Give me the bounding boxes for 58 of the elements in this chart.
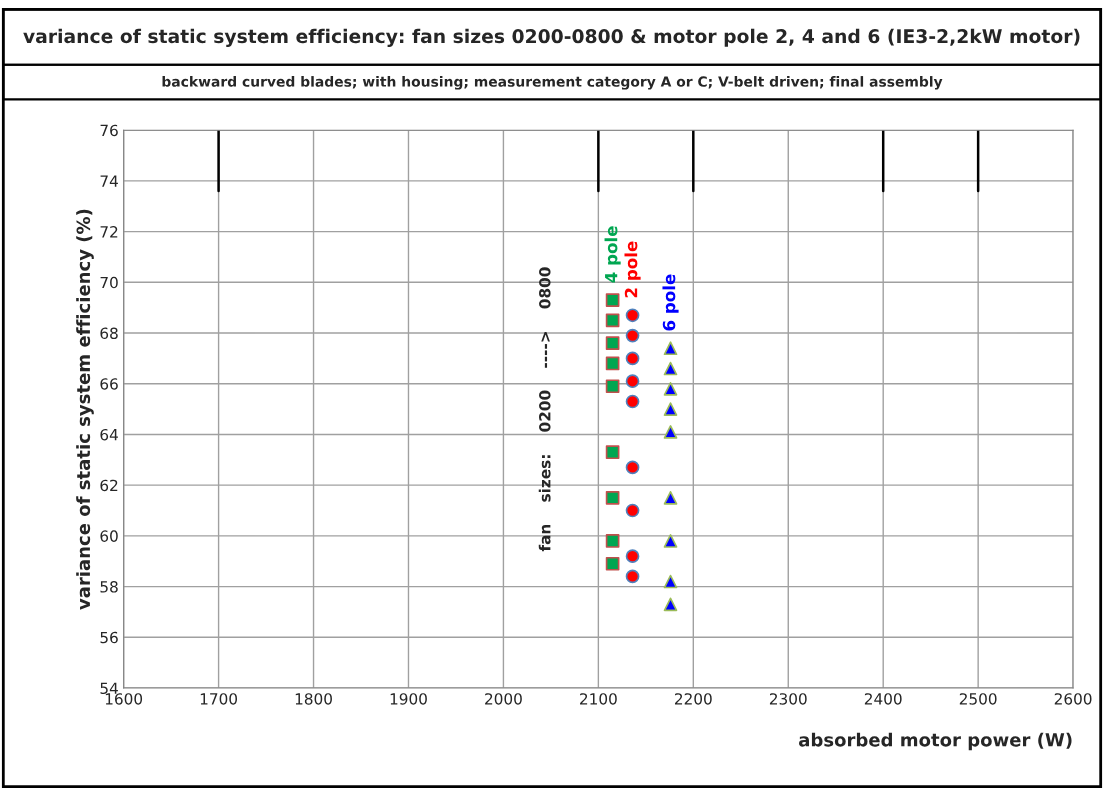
y-tick-label: 74 — [100, 175, 118, 187]
y-tick-label: 64 — [100, 428, 118, 441]
x-tick-label: 2500 — [959, 693, 997, 705]
x-tick-label: 1600 — [105, 693, 143, 705]
point — [605, 336, 620, 351]
x-tick-label: 1800 — [295, 693, 332, 705]
y-tick-label: 70 — [100, 276, 118, 289]
y-tick-label: 72 — [100, 226, 118, 238]
point — [625, 569, 640, 584]
chart-subtitle: backward curved blades; with housing; measurement category A or C; V-belt driven; final assembly — [162, 76, 943, 90]
text: 6 pole — [662, 274, 679, 331]
point — [625, 328, 640, 343]
x-tick-label: 1700 — [200, 693, 238, 705]
point — [663, 490, 678, 505]
point — [605, 534, 620, 548]
point — [625, 503, 640, 518]
x-tick-label: 2200 — [674, 693, 712, 705]
x-tick-label: 2000 — [485, 693, 522, 705]
point — [663, 425, 678, 439]
point — [663, 381, 678, 396]
y-tick-label: 56 — [100, 631, 118, 644]
point — [663, 534, 678, 548]
text: 4 pole — [604, 226, 621, 283]
point — [605, 445, 620, 460]
x-tick-label: 2600 — [1054, 693, 1092, 705]
point — [663, 341, 678, 356]
point — [663, 597, 678, 612]
point — [625, 308, 640, 323]
y-tick-label: 58 — [100, 581, 118, 593]
x-tick-label: 1900 — [390, 693, 427, 705]
x-tick-label: 2400 — [864, 693, 902, 705]
point — [605, 490, 620, 505]
x-tick-label: 2100 — [580, 693, 617, 705]
point — [605, 379, 620, 394]
point — [625, 394, 640, 409]
x-axis-title: absorbed motor power (W) — [799, 732, 1072, 751]
point — [663, 574, 678, 589]
y-tick-label: 54 — [100, 682, 118, 695]
chart-title: variance of static system efficiency: fan sizes 0200-0800 & motor pole 2, 4 and 6 (IE3-2,2kW motor) — [23, 28, 1080, 48]
point — [605, 356, 620, 371]
point — [625, 374, 640, 389]
y-tick-label: 62 — [100, 479, 118, 492]
y-tick-label: 68 — [100, 327, 118, 340]
y-tick-label: 76 — [100, 124, 118, 137]
y-tick-label: 60 — [100, 530, 118, 542]
annotation: fan sizes: 0200 ----> 0800 — [538, 267, 551, 552]
point — [625, 549, 640, 564]
x-tick-label: 2300 — [769, 693, 807, 705]
y-axis-title: variance of static system efficiency (%) — [76, 209, 94, 610]
point — [663, 361, 678, 376]
point — [605, 293, 620, 307]
point — [605, 556, 620, 571]
point — [625, 351, 640, 366]
point — [625, 460, 640, 475]
point — [663, 402, 678, 416]
y-tick-label: 66 — [100, 378, 118, 390]
point — [605, 313, 620, 328]
text: 2 pole — [624, 241, 641, 298]
